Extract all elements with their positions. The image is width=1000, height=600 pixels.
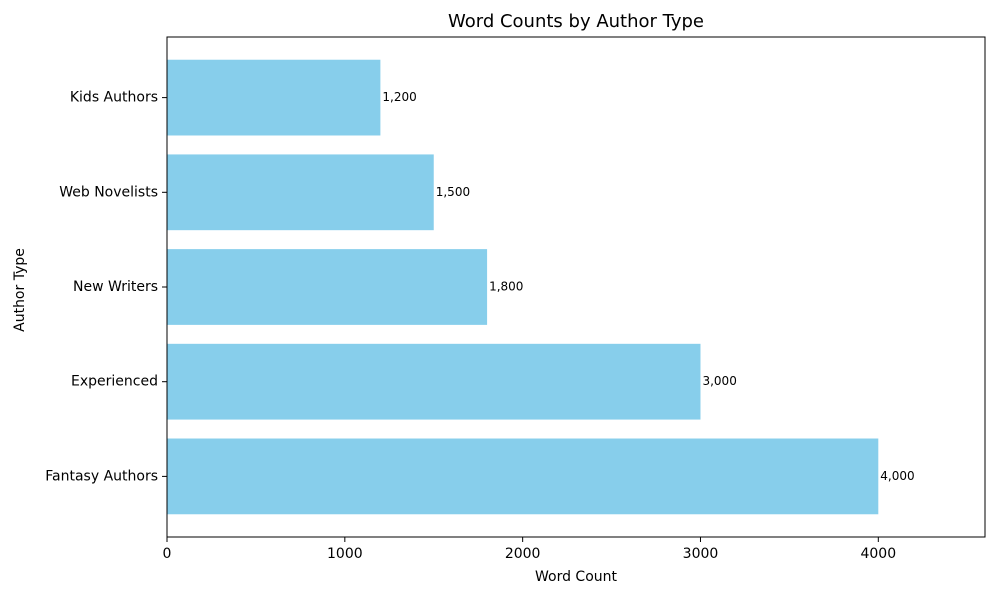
plot-frame — [166, 36, 986, 538]
value-label: 1,800 — [489, 280, 523, 294]
value-label: 1,500 — [436, 185, 470, 199]
x-tick-label: 1000 — [327, 546, 363, 562]
value-label: 3,000 — [702, 374, 736, 388]
x-tick-label: 0 — [163, 546, 172, 562]
bar — [167, 249, 488, 325]
y-tick-label: Fantasy Authors — [45, 468, 158, 484]
bar — [167, 438, 879, 515]
y-tick-label: Kids Authors — [70, 90, 158, 106]
x-tick-label: 4000 — [860, 546, 896, 562]
y-tick-label: Web Novelists — [59, 184, 158, 200]
x-tick-label: 3000 — [683, 546, 719, 562]
value-label: 1,200 — [382, 90, 416, 104]
y-tick-label: Experienced — [71, 374, 158, 390]
y-axis-label: Author Type — [12, 248, 28, 332]
value-label: 4,000 — [880, 469, 914, 483]
x-axis-label: Word Count — [535, 569, 618, 585]
chart-title: Word Counts by Author Type — [448, 11, 704, 32]
bar — [167, 154, 434, 231]
y-tick-label: New Writers — [73, 279, 158, 295]
bar — [167, 343, 701, 420]
bar — [167, 59, 381, 136]
x-tick-label: 2000 — [505, 546, 541, 562]
